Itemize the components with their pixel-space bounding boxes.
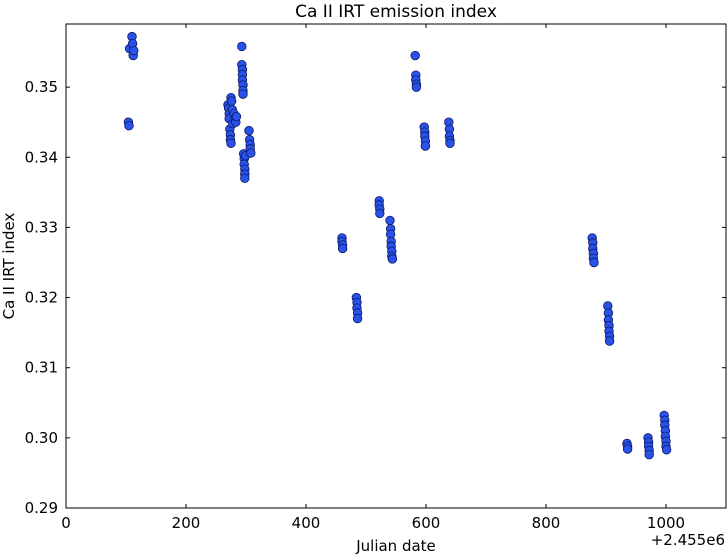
y-tick-label: 0.34 <box>25 148 58 166</box>
x-tick-label: 800 <box>532 514 561 532</box>
data-points <box>123 31 672 460</box>
data-point <box>129 45 139 56</box>
data-point <box>337 243 348 254</box>
data-point <box>231 111 242 122</box>
y-tick-label: 0.33 <box>25 218 58 236</box>
y-axis-ticks: 0.29 0.30 0.31 0.32 0.33 0.34 0.35 <box>25 78 726 517</box>
data-point <box>589 257 599 268</box>
y-tick-label: 0.29 <box>25 499 58 517</box>
data-point <box>604 336 615 346</box>
data-point <box>445 138 455 148</box>
data-point <box>352 313 363 324</box>
x-tick-label: 200 <box>172 514 201 532</box>
data-point <box>124 121 134 131</box>
data-point <box>387 254 398 264</box>
data-point <box>644 449 654 460</box>
data-point <box>240 173 250 184</box>
x-tick-label: 400 <box>292 514 321 532</box>
data-point <box>244 125 254 136</box>
data-point <box>238 89 248 99</box>
data-point <box>661 445 672 455</box>
data-point <box>237 41 247 52</box>
chart-title: Ca II IRT emission index <box>295 2 497 22</box>
data-point <box>246 148 256 158</box>
data-point <box>385 215 395 226</box>
x-axis-offset-label: +2.455e6 <box>651 531 725 549</box>
x-axis-ticks: 0 200 400 600 800 1000 <box>61 24 685 532</box>
plot-frame <box>65 23 727 509</box>
data-point <box>622 444 633 454</box>
y-tick-label: 0.30 <box>25 429 58 447</box>
y-tick-label: 0.35 <box>25 78 58 96</box>
x-tick-label: 1000 <box>647 514 685 532</box>
y-tick-label: 0.32 <box>25 289 58 307</box>
data-point <box>226 96 237 106</box>
y-tick-label: 0.31 <box>25 359 58 377</box>
x-tick-label: 600 <box>412 514 441 532</box>
data-point <box>410 50 420 61</box>
data-point <box>226 138 236 148</box>
y-axis-label: Ca II IRT index <box>0 212 18 319</box>
x-axis-label: Julian date <box>355 537 436 555</box>
data-point <box>420 141 431 151</box>
data-point <box>375 208 385 219</box>
data-point <box>411 82 422 92</box>
x-tick-label: 0 <box>61 514 71 532</box>
